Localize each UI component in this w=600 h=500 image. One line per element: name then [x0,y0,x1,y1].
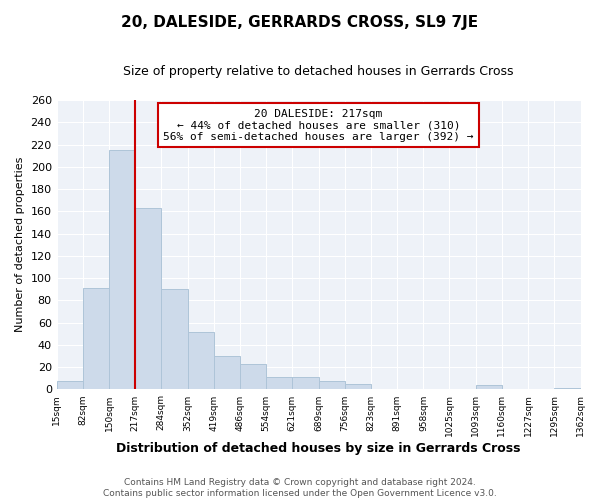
X-axis label: Distribution of detached houses by size in Gerrards Cross: Distribution of detached houses by size … [116,442,521,455]
Bar [319,380,345,390]
Bar [214,356,240,390]
Bar [135,208,161,390]
Title: Size of property relative to detached houses in Gerrards Cross: Size of property relative to detached ho… [124,65,514,78]
Bar [240,364,266,390]
Text: Contains HM Land Registry data © Crown copyright and database right 2024.
Contai: Contains HM Land Registry data © Crown c… [103,478,497,498]
Bar [56,380,83,390]
Bar [161,290,188,390]
Bar [476,385,502,390]
Bar [83,288,109,390]
Text: 20 DALESIDE: 217sqm
← 44% of detached houses are smaller (310)
56% of semi-detac: 20 DALESIDE: 217sqm ← 44% of detached ho… [163,108,474,142]
Bar [188,332,214,390]
Bar [266,377,292,390]
Bar [554,388,581,390]
Bar [345,384,371,390]
Y-axis label: Number of detached properties: Number of detached properties [15,157,25,332]
Bar [292,377,319,390]
Text: 20, DALESIDE, GERRARDS CROSS, SL9 7JE: 20, DALESIDE, GERRARDS CROSS, SL9 7JE [121,15,479,30]
Bar [109,150,135,390]
